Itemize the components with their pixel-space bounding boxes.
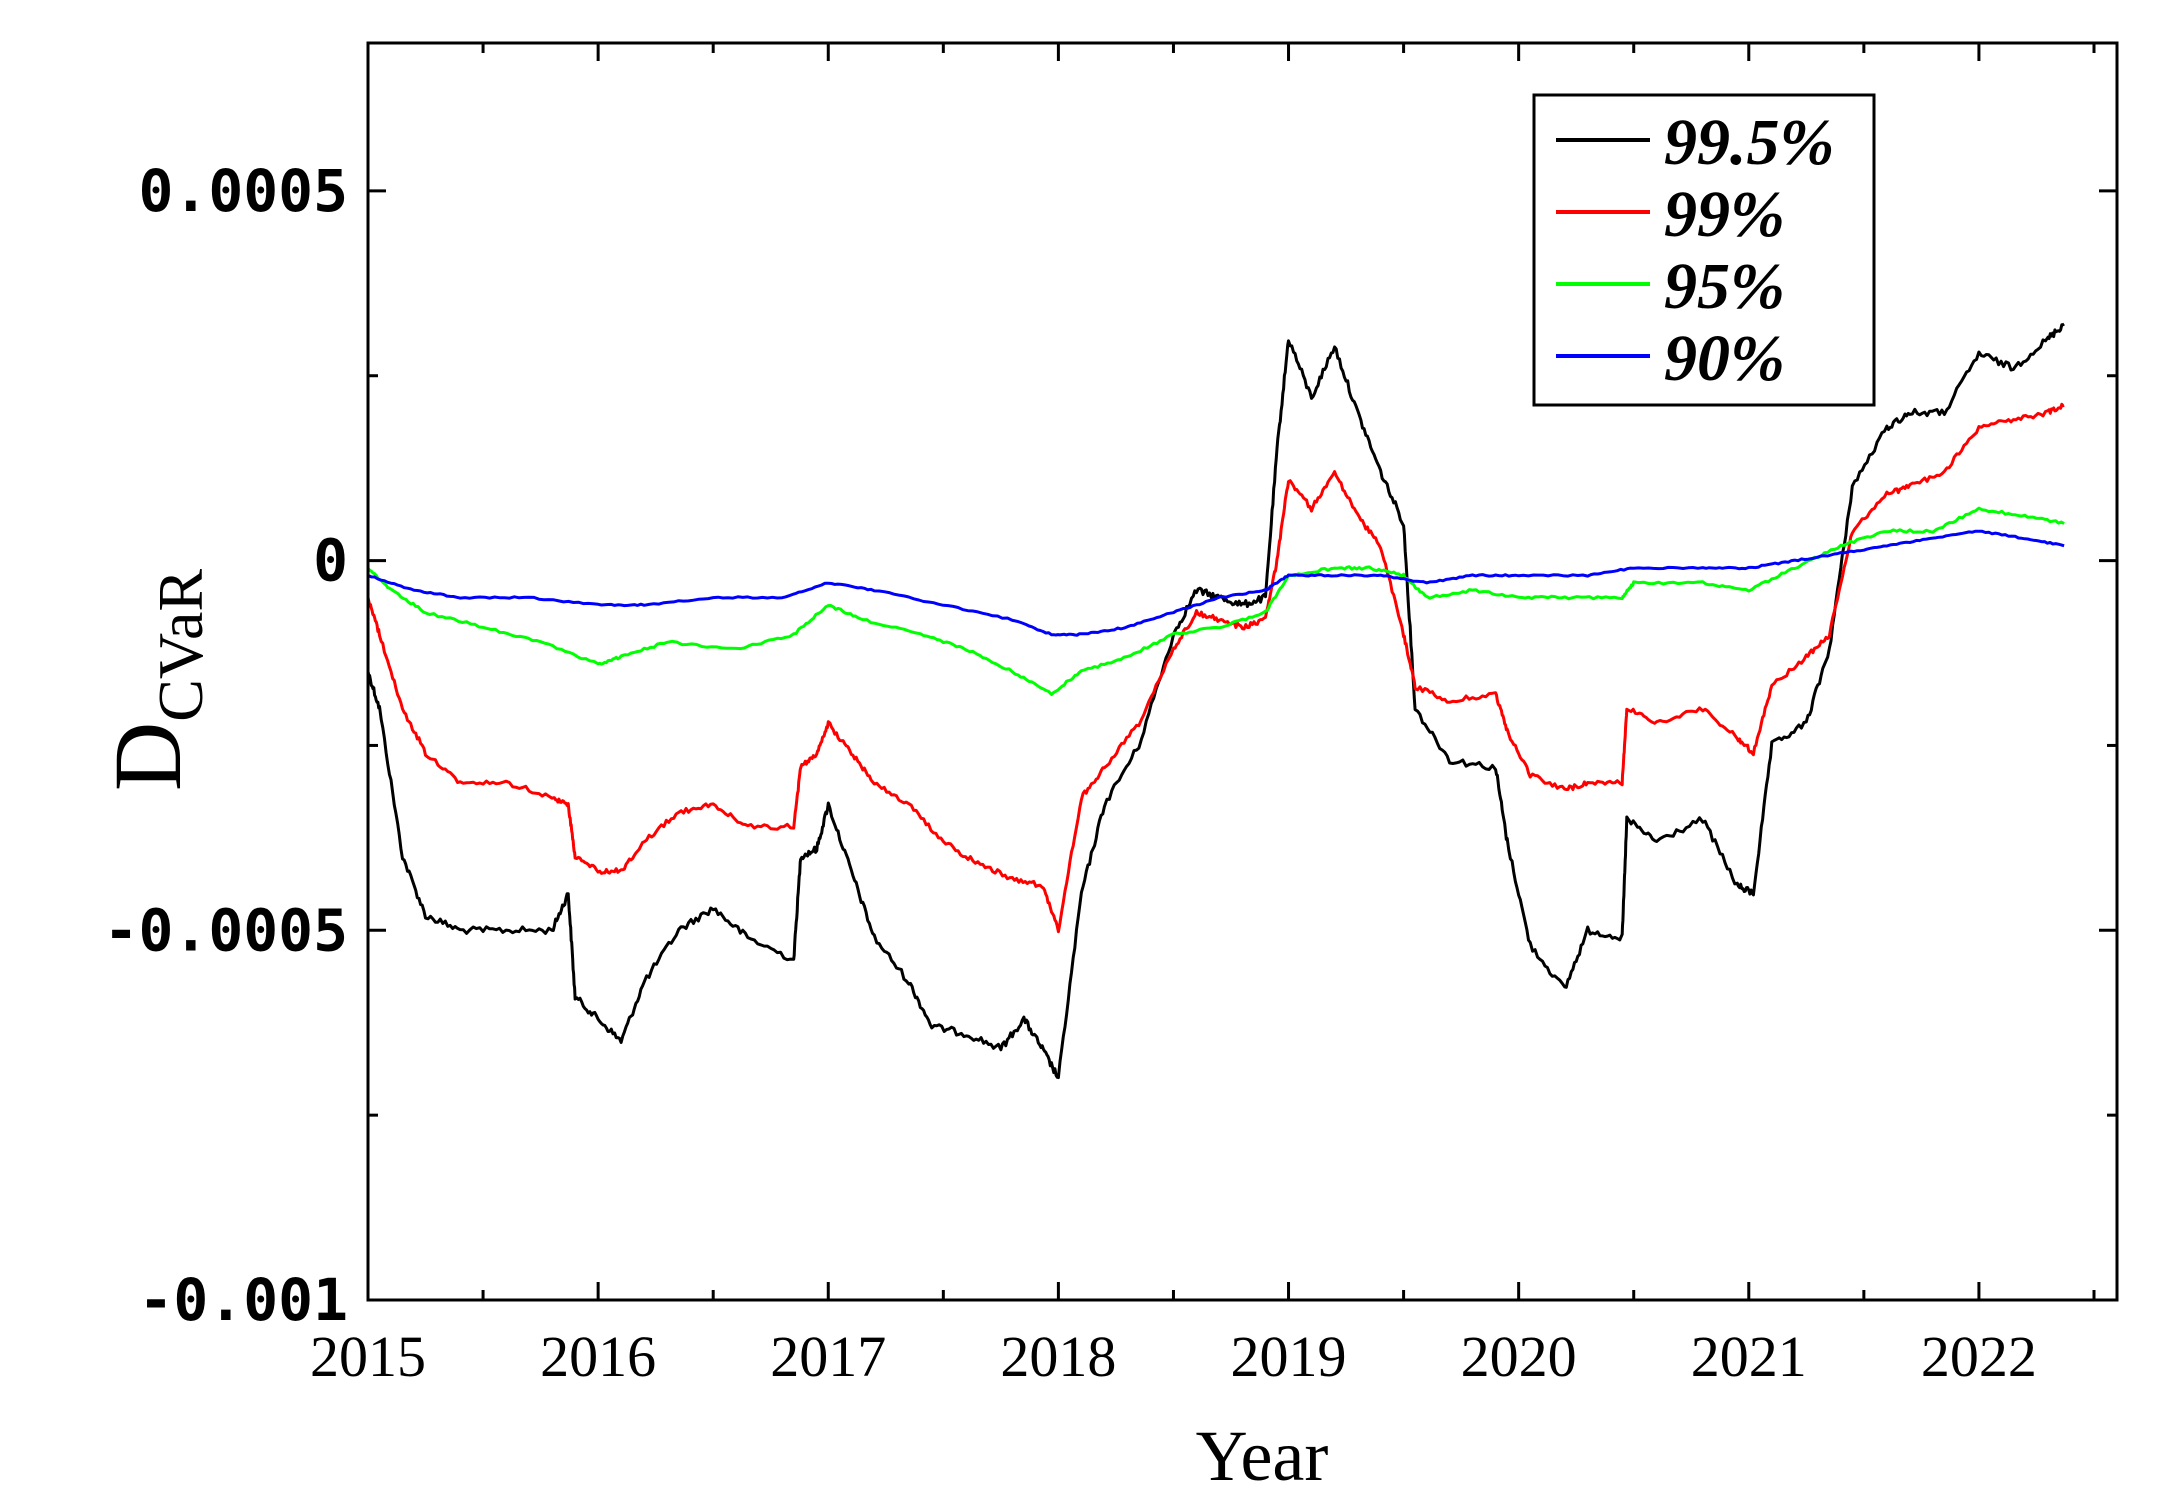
x-tick-label: 2022 (1921, 1324, 2037, 1389)
x-axis-label: Year (1196, 1416, 1329, 1496)
series-lines (366, 322, 2065, 1080)
legend-label: 99.5% (1664, 106, 1834, 179)
plot-frame (366, 41, 2119, 1302)
legend-label: 90% (1664, 322, 1785, 395)
series-line-2 (366, 402, 2065, 934)
y-axis-label: DCVaR (94, 569, 216, 792)
legend-label: 99% (1664, 178, 1785, 251)
legend-box (1532, 93, 1876, 407)
svg-text:DCVaR: DCVaR (94, 569, 216, 792)
plot-area (366, 41, 2119, 1302)
axis-ticks (366, 43, 2117, 1302)
y-tick-labels: -0.001 -0.0005 0 0.0005 (104, 157, 348, 1334)
x-tick-label: 2017 (770, 1324, 886, 1389)
y-tick-label: -0.001 (138, 1266, 348, 1334)
series-line-1 (366, 322, 2065, 1080)
y-axis-label-main: D (94, 722, 201, 791)
series-line-4 (367, 529, 2065, 637)
series-line-3 (366, 506, 2065, 696)
x-tick-label: 2019 (1231, 1324, 1347, 1389)
x-tick-labels: 2015 2016 2017 2018 2019 2020 2021 2022 (310, 1324, 2037, 1389)
y-tick-label: 0 (313, 527, 348, 595)
y-tick-label: 0.0005 (138, 157, 348, 225)
x-tick-label: 2020 (1461, 1324, 1577, 1389)
x-tick-label: 2015 (310, 1324, 426, 1389)
legend: 99.5%99%95%90% (1532, 93, 1876, 407)
x-tick-label: 2018 (1000, 1324, 1116, 1389)
y-tick-label: -0.0005 (104, 896, 348, 964)
x-tick-label: 2016 (540, 1324, 656, 1389)
legend-label: 95% (1664, 250, 1785, 323)
x-tick-label: 2021 (1691, 1324, 1807, 1389)
y-axis-label-subscript: CVaR (145, 569, 216, 722)
